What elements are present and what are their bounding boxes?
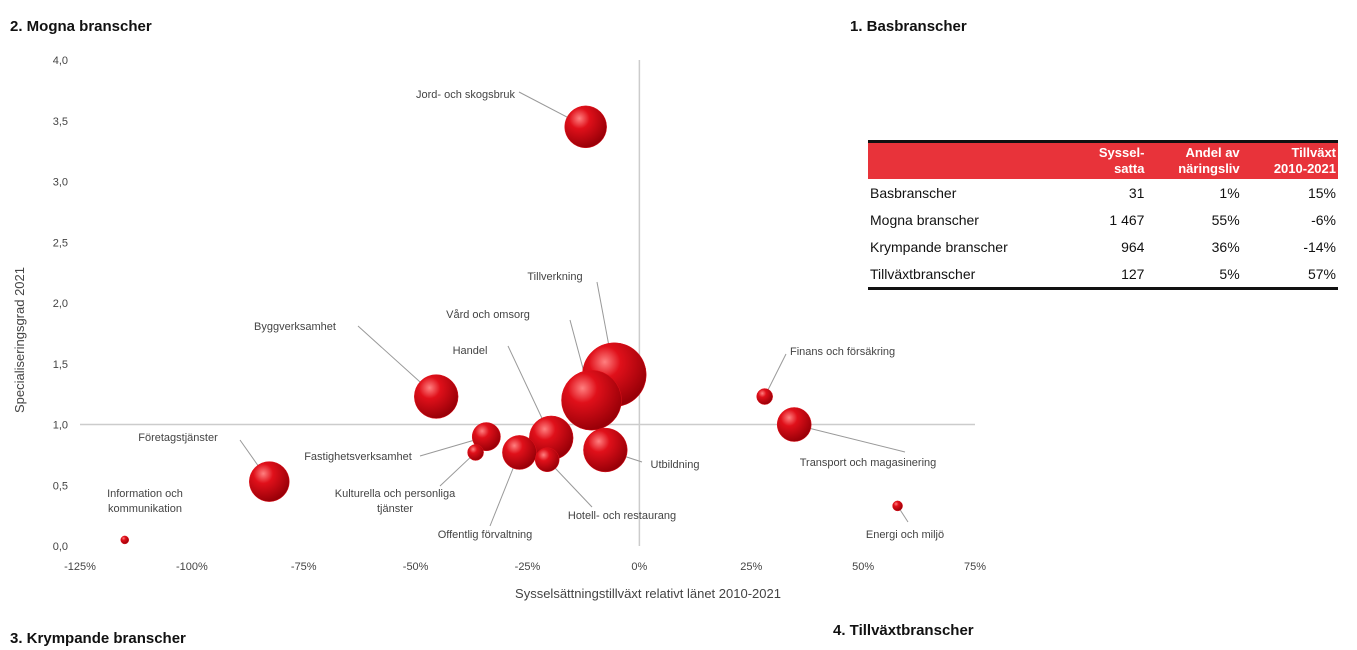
bubble-label: Energi och miljö	[866, 529, 944, 541]
quadrant-title: 2. Mogna branscher	[10, 18, 152, 35]
cell: 15%	[1307, 184, 1336, 201]
y-tick-label: 3,5	[53, 116, 68, 128]
x-tick-label: -100%	[176, 561, 208, 573]
cell: 57%	[1241, 260, 1338, 290]
y-tick-label: 1,0	[53, 420, 68, 432]
y-tick-label: 4,0	[53, 55, 68, 67]
bubble	[502, 435, 537, 470]
bubble-label: Utbildning	[651, 459, 700, 471]
quadrant-title: 1. Basbranscher	[850, 18, 967, 35]
bubble	[414, 374, 459, 419]
cell: 55%	[1211, 211, 1240, 228]
cell: -14%	[1303, 238, 1336, 255]
summary-table: Syssel- satta Andel av näringsliv Tillväxt…	[868, 140, 1338, 290]
cell: 36%	[1211, 238, 1240, 255]
y-tick-label: 0,0	[53, 541, 68, 553]
bubble	[561, 369, 622, 431]
bubble-label: Företagstjänster	[138, 432, 218, 444]
bubble-label: Information och kommunikation	[107, 488, 183, 515]
bubble	[467, 444, 484, 461]
header-cell: Tillväxt 2010-2021	[1241, 140, 1338, 179]
bubble	[892, 500, 903, 512]
bubble	[120, 535, 129, 545]
y-tick-label: 2,0	[53, 298, 68, 310]
bubble-label: Offentlig förvaltning	[438, 529, 533, 541]
bubble-label: Transport och magasinering	[800, 457, 937, 469]
bubble	[776, 407, 812, 442]
cell: 964	[1121, 238, 1145, 255]
cell: 5%	[1146, 260, 1242, 290]
x-tick-label: -125%	[64, 561, 96, 573]
quadrant-title: 3. Krympande branscher	[10, 630, 186, 647]
x-tick-label: 25%	[740, 561, 762, 573]
bubble	[534, 447, 560, 472]
y-tick-label: 1,5	[53, 359, 68, 371]
bubble	[471, 422, 501, 452]
x-tick-label: -25%	[515, 561, 541, 573]
bubble-label: Finans och försäkring	[790, 346, 895, 358]
cell: Basbranscher	[870, 184, 957, 201]
chart: 0,0 0,5 1,0 1,5 2,0 2,5 3,0 3,5 4,0 -125% -100% -75…	[12, 55, 986, 601]
y-tick-label: 2,5	[53, 237, 68, 249]
bubble-label: Byggverksamhet	[254, 321, 336, 333]
bubble	[564, 105, 607, 149]
bubble-label: Jord- och skogsbruk	[416, 89, 516, 101]
cell: 31	[1128, 184, 1145, 201]
y-tick-label: 3,0	[53, 177, 68, 189]
bubble	[756, 388, 773, 405]
bubble-label: Kulturella och personliga tjänster	[335, 488, 456, 515]
x-tick-label: -75%	[291, 561, 317, 573]
quadrant-title: 4. Tillväxtbranscher	[833, 622, 974, 639]
bubble-label: Vård och omsorg	[446, 309, 530, 321]
bubble-label: Handel	[453, 345, 488, 357]
cell: Tillväxtbranscher	[868, 260, 1075, 290]
bubble-label: Hotell- och restaurang	[568, 510, 676, 522]
x-tick-label: 0%	[631, 561, 647, 573]
x-tick-label: 50%	[852, 561, 874, 573]
x-axis-label: Sysselsättningstillväxt relativt länet 2…	[515, 586, 781, 601]
cell: 1 467	[1109, 211, 1145, 228]
leader-line	[794, 424, 906, 453]
bubble	[249, 461, 290, 502]
header-cell	[868, 140, 1075, 179]
cell: -6%	[1311, 211, 1336, 228]
cell: 127	[1074, 260, 1147, 290]
cell: Krympande branscher	[870, 238, 1008, 255]
y-tick-label: 0,5	[53, 480, 68, 492]
cell: Mogna branscher	[870, 211, 979, 228]
x-tick-label: -50%	[403, 561, 429, 573]
x-tick-label: 75%	[964, 561, 986, 573]
bubble	[583, 427, 628, 473]
bubble-label: Tillverkning	[527, 271, 582, 283]
header-cell: Syssel- satta	[1074, 140, 1147, 179]
bubble-label: Fastighetsverksamhet	[304, 451, 412, 463]
cell: 1%	[1219, 184, 1240, 201]
header-cell: Andel av näringsliv	[1146, 140, 1242, 179]
y-axis-label: Specialiseringsgrad 2021	[12, 267, 27, 413]
